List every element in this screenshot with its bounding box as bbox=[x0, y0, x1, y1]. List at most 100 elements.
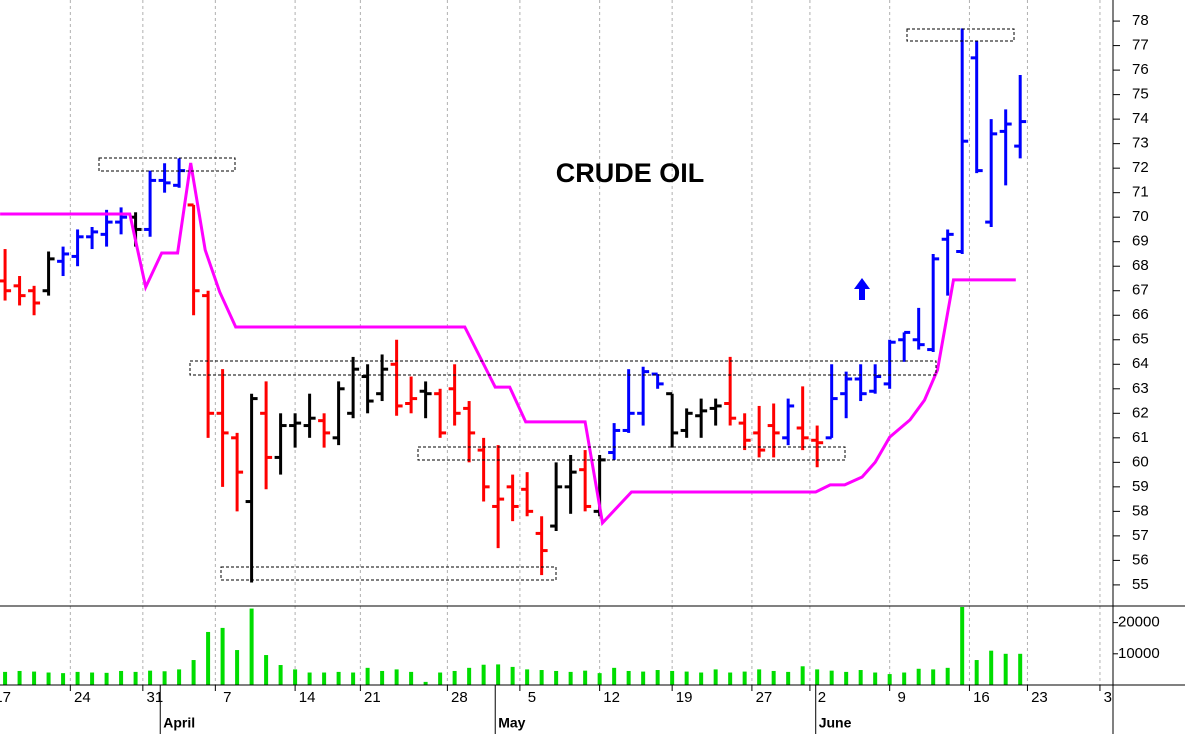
range-box bbox=[98, 157, 236, 172]
volume-bar bbox=[467, 667, 472, 685]
volume-bar bbox=[162, 671, 167, 685]
y-tick-label: 60 bbox=[1132, 453, 1149, 470]
volume-bar bbox=[684, 671, 689, 685]
y-tick-label: 71 bbox=[1132, 184, 1149, 201]
y-tick-label: 78 bbox=[1132, 12, 1149, 29]
volume-bar bbox=[873, 672, 878, 685]
axis-panel bbox=[1113, 0, 1185, 734]
volume-bar bbox=[568, 671, 573, 685]
volume-bar bbox=[887, 674, 892, 685]
month-label: June bbox=[819, 715, 852, 731]
y-tick-label: 10000 bbox=[1118, 645, 1160, 662]
volume-bar bbox=[670, 670, 675, 685]
x-tick-label: 12 bbox=[603, 689, 620, 706]
y-tick-label: 59 bbox=[1132, 478, 1149, 495]
volume-bar bbox=[17, 670, 22, 685]
volume-bar bbox=[293, 669, 298, 685]
volume-bar bbox=[409, 671, 414, 685]
volume-bar bbox=[597, 673, 602, 685]
volume-bar bbox=[307, 672, 312, 685]
plot-area: 1724317142128512192729162330AprilMayJune bbox=[0, 0, 1120, 734]
volume-bar bbox=[177, 669, 182, 685]
x-tick-label: 16 bbox=[973, 689, 990, 706]
range-box bbox=[220, 566, 557, 581]
volume-bar bbox=[365, 667, 370, 685]
x-tick-label: 17 bbox=[0, 689, 11, 706]
volume-bar bbox=[583, 670, 588, 685]
volume-bar bbox=[148, 670, 153, 685]
x-tick-label: 27 bbox=[756, 689, 773, 706]
stop-line bbox=[0, 162, 1016, 527]
x-tick-label: 31 bbox=[146, 689, 163, 706]
y-tick-label: 65 bbox=[1132, 331, 1149, 348]
volume-bar bbox=[902, 672, 907, 685]
volume-bar bbox=[351, 672, 356, 685]
volume-bar bbox=[829, 670, 834, 685]
x-tick-label: 23 bbox=[1031, 689, 1048, 706]
volume-bar bbox=[220, 627, 225, 685]
range-box bbox=[189, 360, 937, 376]
volume-bar bbox=[699, 672, 704, 685]
volume-bar bbox=[264, 655, 269, 685]
volume-bar bbox=[539, 670, 544, 685]
y-tick-label: 64 bbox=[1132, 355, 1149, 372]
volume-bar bbox=[655, 670, 660, 685]
x-tick-label: 5 bbox=[528, 689, 536, 706]
volume-bar bbox=[191, 660, 196, 685]
volume-bar bbox=[815, 669, 820, 685]
x-tick-label: 21 bbox=[364, 689, 381, 706]
volume-bar bbox=[32, 671, 37, 685]
volume-bar bbox=[554, 670, 559, 685]
volume-bar bbox=[336, 671, 341, 685]
volume-bar bbox=[641, 671, 646, 685]
volume-bar bbox=[61, 673, 66, 685]
volume-bar bbox=[945, 667, 950, 685]
volume-bar bbox=[75, 671, 80, 685]
volume-bar bbox=[1003, 653, 1008, 685]
volume-bar bbox=[525, 669, 530, 685]
y-tick-label: 58 bbox=[1132, 502, 1149, 519]
y-tick-label: 57 bbox=[1132, 527, 1149, 544]
x-tick-label: 19 bbox=[676, 689, 693, 706]
volume-bar bbox=[133, 671, 138, 685]
volume-bar bbox=[380, 670, 385, 685]
volume-bar bbox=[206, 631, 211, 685]
y-tick-label: 67 bbox=[1132, 282, 1149, 299]
x-tick-label: 2 bbox=[818, 689, 826, 706]
volume-bar bbox=[1018, 653, 1023, 685]
y-tick-label: 70 bbox=[1132, 208, 1149, 225]
y-tick-label: 74 bbox=[1132, 110, 1149, 127]
y-tick-label: 55 bbox=[1132, 576, 1149, 593]
y-tick-label: 69 bbox=[1132, 233, 1149, 250]
volume-bar bbox=[960, 607, 965, 685]
volume-bar bbox=[278, 665, 283, 685]
y-tick-label: 75 bbox=[1132, 86, 1149, 103]
volume-bar bbox=[742, 671, 747, 685]
y-tick-label: 20000 bbox=[1118, 614, 1160, 631]
volume-bar bbox=[510, 666, 515, 685]
volume-bar bbox=[394, 669, 399, 685]
volume-bar bbox=[916, 668, 921, 685]
y-tick-label: 63 bbox=[1132, 380, 1149, 397]
volume-bar bbox=[104, 672, 109, 685]
annotation-boxes bbox=[98, 28, 1015, 581]
volume-bar bbox=[235, 650, 240, 685]
volume-bar bbox=[3, 671, 8, 685]
month-label: May bbox=[498, 715, 525, 731]
volume-bar bbox=[931, 669, 936, 685]
up-arrow bbox=[854, 278, 870, 300]
volume-bar bbox=[423, 681, 428, 685]
chart-title: CRUDE OIL bbox=[556, 158, 705, 188]
month-label: April bbox=[163, 715, 195, 731]
x-tick-label: 28 bbox=[451, 689, 468, 706]
y-tick-label: 61 bbox=[1132, 429, 1149, 446]
y-tick-label: 66 bbox=[1132, 306, 1149, 323]
volume-bar bbox=[119, 670, 124, 685]
volume-bar bbox=[713, 669, 718, 685]
x-tick-label: 14 bbox=[299, 689, 316, 706]
y-tick-label: 73 bbox=[1132, 135, 1149, 152]
volume-bar bbox=[757, 669, 762, 685]
